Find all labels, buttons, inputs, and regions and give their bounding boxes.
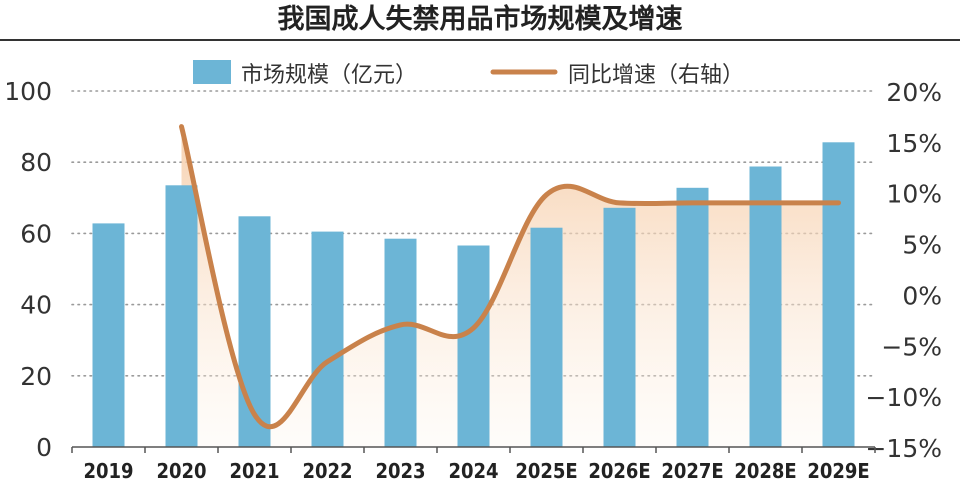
x-axis-tick-label: 2026E — [588, 459, 650, 483]
x-axis-tick-label: 2028E — [734, 459, 796, 483]
bar-2027E — [676, 187, 709, 448]
x-axis-tick-label: 2019 — [83, 459, 133, 483]
legend-swatch-bars — [193, 60, 231, 84]
bar-2020 — [165, 185, 198, 448]
bar-2021 — [238, 216, 271, 447]
chart-title: 我国成人失禁用品市场规模及增速 — [278, 3, 683, 35]
bars — [92, 142, 855, 448]
axes: 0 20 40 60 80 100 −15% −10% −5% 0% 5% 10% 15% 20% 2019… — [4, 77, 942, 483]
bar-2024 — [457, 245, 490, 447]
bar-2022 — [311, 231, 344, 447]
growth-line — [179, 124, 841, 430]
bar-2029E — [822, 142, 855, 448]
x-axis-tick-label: 2021 — [229, 459, 279, 483]
x-axis-tick-label: 2024 — [448, 459, 498, 483]
bar-2019 — [92, 223, 125, 447]
x-axis-tick-label: 2022 — [302, 459, 352, 483]
bar-2023 — [384, 238, 417, 447]
x-axis-tick-label: 2027E — [661, 459, 723, 483]
bar-2028E — [749, 166, 782, 447]
right-axis-tick-label: −10% — [865, 383, 942, 412]
right-axis-tick-label: 20% — [886, 78, 942, 107]
left-axis-tick-label: 20 — [20, 362, 52, 391]
legend: 市场规模（亿元） 同比增速（右轴） — [193, 60, 744, 88]
legend-label-bars: 市场规模（亿元） — [241, 63, 417, 88]
growth-area-fill — [181, 126, 839, 447]
left-axis-tick-label: 80 — [20, 148, 52, 177]
x-axis-tick-label: 2023 — [375, 459, 425, 483]
x-axis-tick-label: 2025E — [515, 459, 577, 483]
bar-2026E — [603, 207, 636, 447]
legend-label-line: 同比增速（右轴） — [568, 63, 744, 88]
left-axis-tick-label: 40 — [20, 291, 52, 320]
right-axis-tick-label: −5% — [881, 332, 942, 361]
growth-area — [181, 126, 839, 447]
right-axis-tick-label: 15% — [886, 129, 942, 158]
right-axis-tick-label: −15% — [865, 434, 942, 463]
bar-2025E — [530, 227, 563, 447]
left-axis-tick-label: 0 — [36, 433, 52, 462]
right-axis-tick-label: 5% — [902, 231, 942, 260]
left-axis-tick-label: 100 — [4, 77, 52, 106]
x-axis-tick-label: 2029E — [807, 459, 869, 483]
growth-line-path — [179, 124, 841, 430]
right-axis-tick-label: 0% — [902, 281, 942, 310]
x-axis-tick-label: 2020 — [156, 459, 206, 483]
left-axis-tick-label: 60 — [20, 219, 52, 248]
right-axis-tick-label: 10% — [886, 180, 942, 209]
